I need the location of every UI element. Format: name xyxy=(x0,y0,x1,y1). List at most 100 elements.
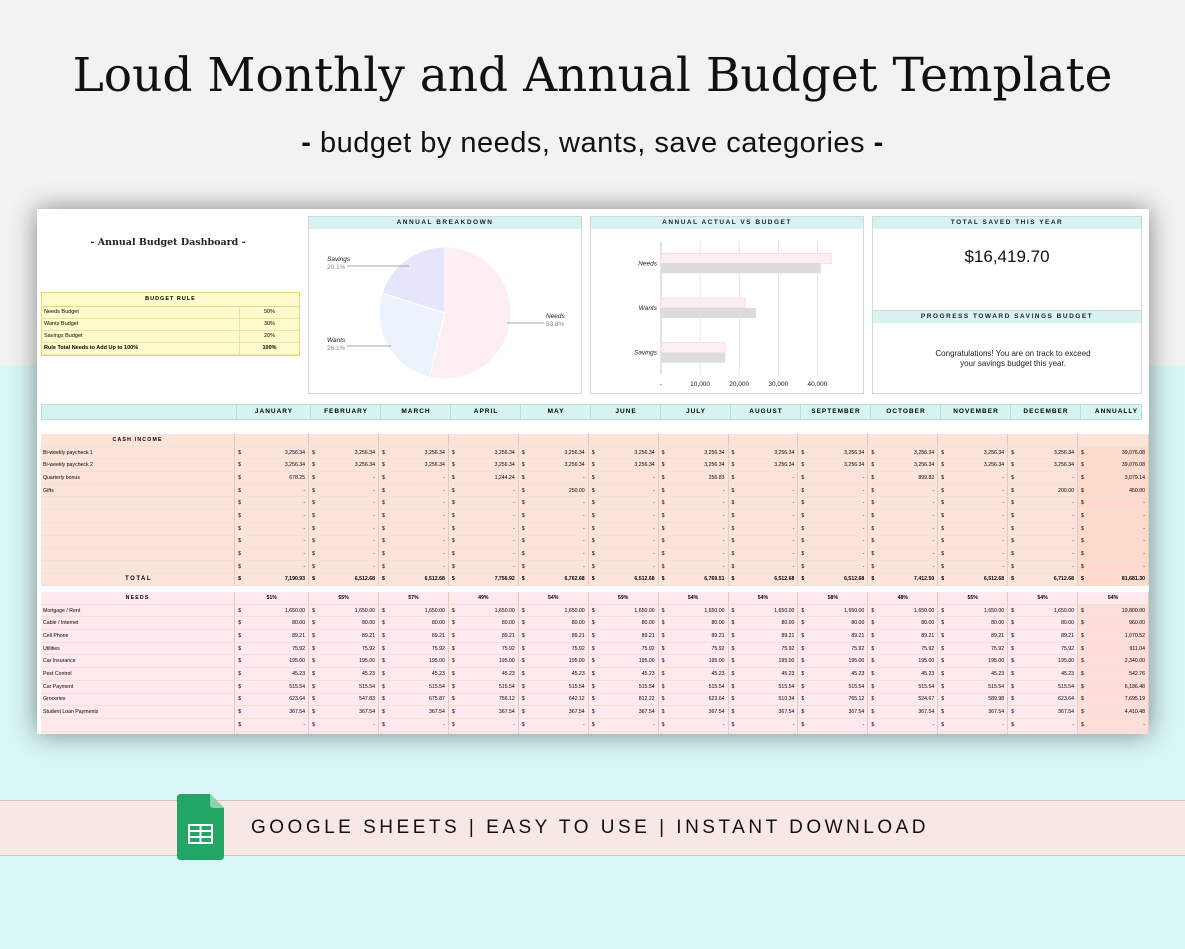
amount-cell[interactable]: $- xyxy=(448,718,519,732)
amount-cell[interactable]: $675.87 xyxy=(378,693,449,707)
amount-cell[interactable]: $524.67 xyxy=(867,693,939,707)
amount-cell[interactable]: $- xyxy=(1007,522,1079,536)
amount-cell[interactable]: $89.21 xyxy=(867,629,939,643)
amount-cell[interactable]: $7,695.19 xyxy=(1077,693,1149,707)
amount-cell[interactable]: $1,650.00 xyxy=(308,604,379,618)
amount-cell[interactable]: $367.54 xyxy=(308,705,379,719)
amount-cell[interactable]: $80.00 xyxy=(797,616,869,631)
amount-cell[interactable]: $3,256.34 xyxy=(234,458,310,473)
amount-cell[interactable]: $- xyxy=(308,731,379,734)
amount-cell[interactable]: $1,650.00 xyxy=(867,604,939,618)
amount-cell[interactable]: $- xyxy=(937,509,1009,523)
amount-cell[interactable]: $812.22 xyxy=(588,693,659,707)
amount-cell[interactable]: $- xyxy=(1077,535,1149,549)
amount-cell[interactable]: $- xyxy=(234,496,310,511)
amount-cell[interactable]: $- xyxy=(797,718,869,732)
amount-cell[interactable]: $80.00 xyxy=(658,616,729,631)
amount-cell[interactable]: $89.21 xyxy=(588,629,659,643)
amount-cell[interactable]: $- xyxy=(1077,509,1149,523)
amount-cell[interactable]: $- xyxy=(518,547,589,561)
amount-cell[interactable]: $3,256.34 xyxy=(867,446,939,460)
amount-cell[interactable]: $899.82 xyxy=(867,471,939,485)
amount-cell[interactable]: $- xyxy=(518,731,589,734)
amount-cell[interactable]: $75.92 xyxy=(867,642,939,656)
amount-cell[interactable]: $- xyxy=(448,509,519,523)
amount-cell[interactable]: $3,256.34 xyxy=(518,458,589,473)
amount-cell[interactable]: $- xyxy=(867,547,939,561)
amount-cell[interactable]: $- xyxy=(518,496,589,511)
amount-cell[interactable]: $250.00 xyxy=(518,484,589,498)
amount-cell[interactable]: $542.76 xyxy=(1077,667,1149,681)
amount-cell[interactable]: $- xyxy=(1007,471,1079,485)
amount-cell[interactable]: $623.64 xyxy=(234,693,310,707)
amount-cell[interactable]: $367.54 xyxy=(658,705,729,719)
amount-cell[interactable]: $- xyxy=(234,560,310,574)
amount-cell[interactable]: $- xyxy=(1007,731,1079,734)
amount-cell[interactable]: $- xyxy=(1077,547,1149,561)
amount-cell[interactable]: $- xyxy=(308,496,379,511)
amount-cell[interactable]: $195.00 xyxy=(518,654,589,669)
amount-cell[interactable]: $- xyxy=(308,535,379,549)
amount-cell[interactable]: $- xyxy=(797,731,869,734)
amount-cell[interactable]: $515.54 xyxy=(378,680,449,694)
amount-cell[interactable]: $195.00 xyxy=(448,654,519,669)
amount-cell[interactable]: $19,800.00 xyxy=(1077,604,1149,618)
amount-cell[interactable]: $- xyxy=(234,484,310,498)
amount-cell[interactable]: $- xyxy=(1007,547,1079,561)
amount-cell[interactable]: $80.00 xyxy=(937,616,1009,631)
amount-cell[interactable]: $45.23 xyxy=(518,667,589,681)
amount-cell[interactable]: $- xyxy=(378,535,449,549)
amount-cell[interactable]: $256.83 xyxy=(658,471,729,485)
amount-cell[interactable]: $195.00 xyxy=(588,654,659,669)
amount-cell[interactable]: $- xyxy=(797,535,869,549)
amount-cell[interactable]: $- xyxy=(1077,718,1149,732)
amount-cell[interactable]: $3,256.34 xyxy=(937,446,1009,460)
amount-cell[interactable]: $75.92 xyxy=(728,642,799,656)
amount-cell[interactable]: $- xyxy=(588,731,659,734)
amount-cell[interactable]: $- xyxy=(658,496,729,511)
amount-cell[interactable]: $2,340.00 xyxy=(1077,654,1149,669)
amount-cell[interactable]: $367.54 xyxy=(937,705,1009,719)
amount-cell[interactable]: $45.23 xyxy=(658,667,729,681)
amount-cell[interactable]: $- xyxy=(867,522,939,536)
amount-cell[interactable]: $- xyxy=(728,522,799,536)
amount-cell[interactable]: $- xyxy=(1007,496,1079,511)
amount-cell[interactable]: $367.54 xyxy=(867,705,939,719)
amount-cell[interactable]: $195.00 xyxy=(1007,654,1079,669)
amount-cell[interactable]: $- xyxy=(588,560,659,574)
amount-cell[interactable]: $- xyxy=(1077,522,1149,536)
amount-cell[interactable]: $- xyxy=(867,496,939,511)
amount-cell[interactable]: $89.21 xyxy=(308,629,379,643)
amount-cell[interactable]: $- xyxy=(378,560,449,574)
amount-cell[interactable]: $- xyxy=(1007,509,1079,523)
amount-cell[interactable]: $- xyxy=(797,471,869,485)
amount-cell[interactable]: $- xyxy=(518,522,589,536)
amount-cell[interactable]: $- xyxy=(448,560,519,574)
amount-cell[interactable]: $756.12 xyxy=(448,693,519,707)
amount-cell[interactable]: $367.54 xyxy=(797,705,869,719)
amount-cell[interactable]: $3,256.34 xyxy=(588,446,659,460)
budget-rule-value[interactable]: 20% xyxy=(263,333,275,339)
amount-cell[interactable]: $3,079.14 xyxy=(1077,471,1149,485)
amount-cell[interactable]: $- xyxy=(308,484,379,498)
amount-cell[interactable]: $6,512.68 xyxy=(797,573,869,587)
amount-cell[interactable]: $515.54 xyxy=(728,680,799,694)
amount-cell[interactable]: $45.23 xyxy=(1007,667,1079,681)
amount-cell[interactable]: $3,256.34 xyxy=(797,458,869,473)
amount-cell[interactable]: $80.00 xyxy=(518,616,589,631)
amount-cell[interactable]: $515.54 xyxy=(867,680,939,694)
amount-cell[interactable]: $6,512.68 xyxy=(378,573,449,587)
amount-cell[interactable]: $45.23 xyxy=(937,667,1009,681)
amount-cell[interactable]: $45.23 xyxy=(378,667,449,681)
amount-cell[interactable]: $89.21 xyxy=(378,629,449,643)
amount-cell[interactable]: $- xyxy=(937,484,1009,498)
amount-cell[interactable]: $- xyxy=(234,547,310,561)
amount-cell[interactable]: $45.23 xyxy=(308,667,379,681)
amount-cell[interactable]: $- xyxy=(658,509,729,523)
amount-cell[interactable]: $- xyxy=(797,484,869,498)
amount-cell[interactable]: $3,256.34 xyxy=(937,458,1009,473)
amount-cell[interactable]: $- xyxy=(518,509,589,523)
amount-cell[interactable]: $- xyxy=(518,471,589,485)
amount-cell[interactable]: $- xyxy=(937,522,1009,536)
amount-cell[interactable]: $- xyxy=(797,509,869,523)
